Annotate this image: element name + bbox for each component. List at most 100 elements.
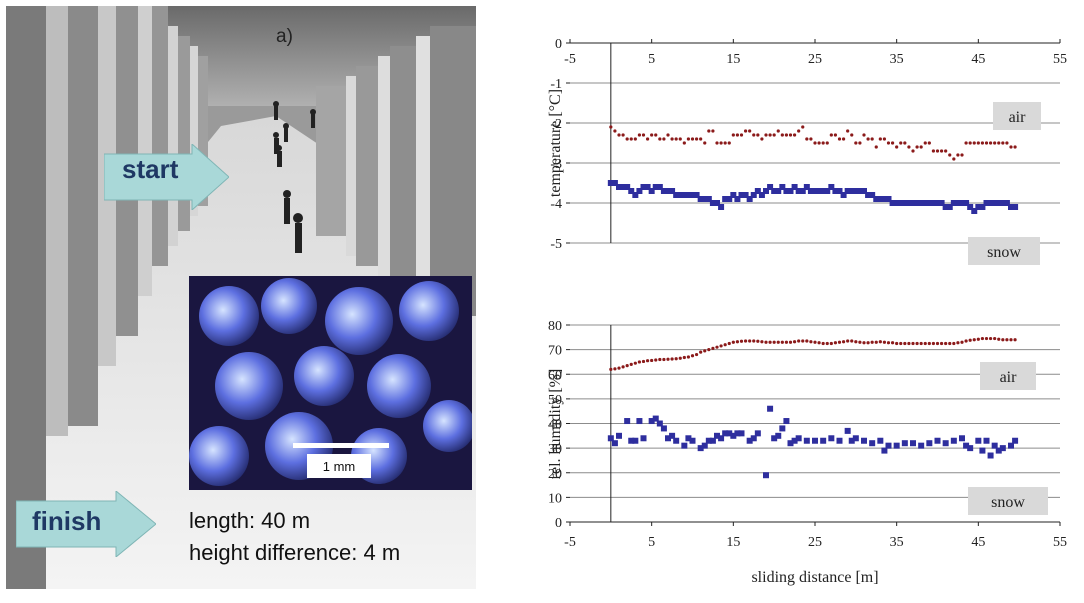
temperature-chart: 0 -1 -2 -3 -4 -5 -5 5 15 25 35 45 55 temperature [°C]… — [547, 37, 1067, 265]
data-point-snow — [959, 200, 965, 206]
y-axis-label: rel. humidity [%] — [547, 369, 564, 480]
data-point-air — [784, 133, 789, 137]
data-point-snow — [995, 200, 1002, 206]
data-point-air — [780, 340, 784, 344]
data-point-snow — [991, 442, 998, 449]
data-point-air — [609, 367, 613, 371]
data-point-air — [980, 141, 985, 145]
data-point-air — [821, 141, 825, 145]
data-point-snow — [954, 200, 961, 206]
data-point-air — [931, 149, 936, 153]
data-point-air — [694, 137, 699, 141]
data-point-air — [674, 357, 678, 361]
data-point-snow — [942, 440, 949, 447]
data-point-snow — [848, 437, 855, 444]
data-point-snow — [820, 437, 827, 444]
data-point-air — [637, 133, 642, 137]
data-point-air — [650, 133, 654, 137]
data-point-air — [658, 137, 662, 141]
data-point-air — [858, 141, 862, 145]
data-point-air — [666, 133, 670, 137]
ski-tunnel-photo-panel: a) start finish — [6, 6, 476, 589]
data-point-air — [903, 141, 907, 145]
data-point-snow — [991, 200, 998, 206]
data-point-air — [858, 340, 862, 344]
data-point-air — [690, 137, 695, 141]
data-point-air — [997, 141, 1001, 145]
data-point-air — [993, 336, 997, 341]
annotation-label-snow: snow — [991, 494, 1025, 511]
data-point-snow — [689, 437, 696, 444]
data-point-air — [633, 137, 637, 141]
data-point-air — [988, 336, 993, 341]
y-tick-label: 40 — [548, 418, 562, 433]
left-wall-pillars — [6, 6, 208, 589]
data-point-snow — [877, 437, 884, 444]
data-point-snow — [987, 452, 994, 459]
data-point-snow — [836, 437, 843, 444]
data-point-snow — [885, 442, 892, 449]
x-tick-label: 35 — [890, 52, 904, 67]
data-point-snow — [881, 196, 888, 202]
x-tick-label: -5 — [564, 52, 576, 67]
data-point-snow — [934, 437, 941, 444]
data-point-air — [837, 137, 842, 141]
data-point-snow — [779, 425, 786, 432]
x-tick-label: 45 — [971, 52, 985, 67]
data-point-air — [670, 137, 674, 141]
data-point-air — [813, 340, 817, 344]
data-point-air — [882, 137, 887, 141]
scale-bar-box — [307, 454, 371, 478]
y-tick-label: -2 — [550, 117, 562, 132]
data-point-air — [862, 341, 866, 345]
data-point-snow — [877, 196, 884, 202]
data-point-air — [948, 153, 952, 157]
data-point-snow — [673, 437, 680, 444]
data-point-snow — [930, 200, 937, 206]
data-point-snow — [922, 200, 929, 206]
annotation-box-snow — [968, 237, 1040, 265]
data-point-snow — [901, 200, 908, 206]
annotation-label-snow: snow — [987, 244, 1021, 261]
data-point-snow — [697, 196, 704, 202]
data-point-air — [686, 137, 691, 141]
data-point-snow — [824, 188, 831, 194]
data-point-snow — [669, 188, 676, 194]
data-point-snow — [979, 204, 986, 210]
data-point-air — [719, 344, 723, 348]
data-point-air — [890, 341, 895, 345]
data-point-snow — [861, 188, 867, 194]
x-tick-label: 25 — [808, 52, 822, 67]
data-point-air — [711, 129, 715, 133]
data-point-air — [895, 341, 899, 346]
data-point-air — [972, 338, 976, 342]
data-point-snow — [910, 200, 916, 206]
data-point-air — [825, 341, 829, 346]
data-point-air — [886, 141, 891, 145]
data-point-snow — [771, 435, 778, 442]
data-point-snow — [918, 442, 925, 449]
data-point-snow — [889, 200, 896, 206]
data-point-snow — [856, 188, 863, 194]
data-point-snow — [620, 184, 627, 190]
data-point-snow — [652, 184, 659, 190]
data-point-air — [637, 360, 642, 364]
data-point-air — [964, 339, 968, 343]
data-point-air — [723, 343, 727, 347]
data-point-air — [813, 141, 817, 145]
data-point-snow — [636, 418, 643, 425]
data-point-air — [731, 340, 735, 344]
data-point-snow — [701, 442, 708, 449]
data-point-snow — [775, 188, 782, 194]
data-point-snow — [975, 204, 982, 210]
data-point-snow — [1012, 204, 1019, 210]
data-point-snow — [959, 435, 965, 442]
data-point-snow — [767, 405, 774, 412]
x-tick-label: 5 — [648, 535, 655, 550]
y-tick-label: 50 — [548, 393, 562, 408]
data-point-air — [768, 133, 772, 137]
data-point-air — [846, 339, 850, 343]
data-point-air — [617, 366, 621, 370]
data-point-snow — [669, 432, 676, 439]
annotation-label-air: air — [1000, 369, 1018, 386]
